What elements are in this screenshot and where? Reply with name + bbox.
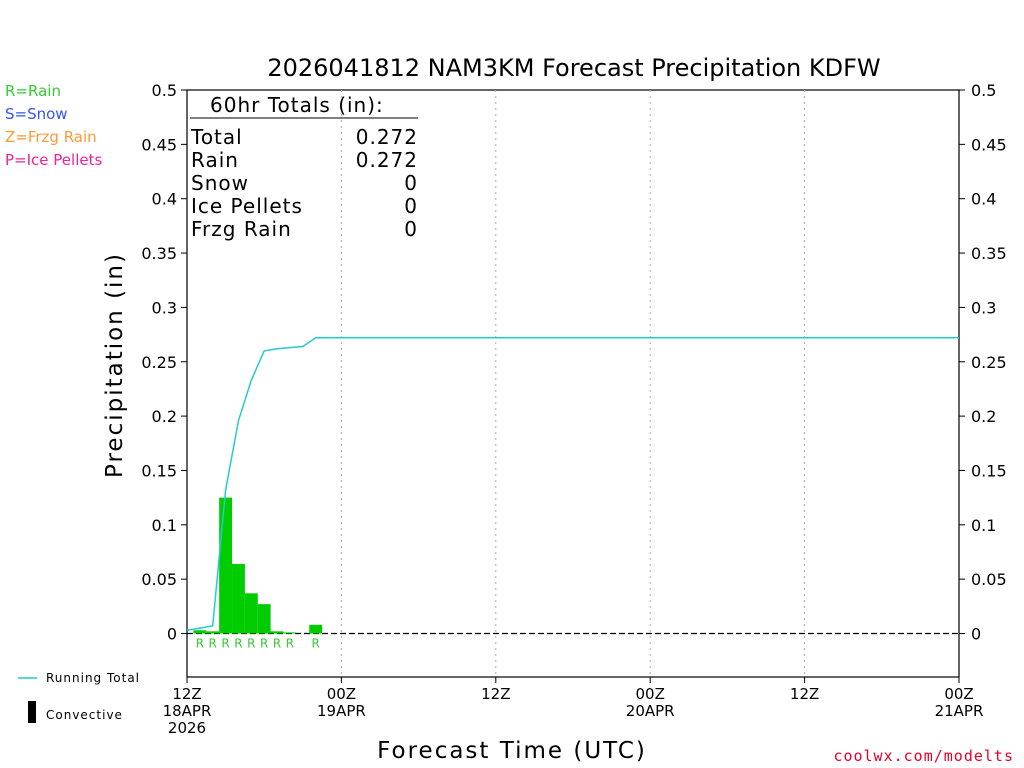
rain-bar [193,630,207,634]
y-axis-ticks: 0.5 0.5 0.45 0.45 0.4 0.4 0.35 0.35 0.3 0.3 0.25 0.… [141,81,1006,644]
totals-box: 60hr Totals (in): Total 0.272 Rain 0.272 Sno… [190,93,418,241]
x-tick-label: 2026 [168,719,206,737]
ptype-marker: R [196,637,204,651]
ptype-marker: R [234,637,242,651]
totals-row-label: Snow [191,171,249,195]
rain-bar [309,624,323,634]
y-tick-label-right: 0.4 [971,190,996,209]
ptype-marker: R [286,637,294,651]
rain-bar [219,497,233,634]
ptype-marker: R [209,637,217,651]
y-tick-label-left: 0.5 [152,81,177,100]
rain-bar [206,631,220,634]
ptype-legend-item: R=Rain [5,82,61,100]
y-tick-label-left: 0 [167,625,177,644]
ptype-marker: R [221,637,229,651]
ptype-marker: R [311,637,319,651]
totals-row-label: Rain [191,148,239,172]
x-axis-label: Forecast Time (UTC) [377,738,647,764]
y-tick-label-left: 0.05 [141,570,177,589]
y-tick-label-right: 0.35 [971,244,1007,263]
totals-row-value: 0.272 [356,148,418,172]
x-tick-label: 12Z [172,685,201,703]
y-tick-label-right: 0.15 [971,461,1007,480]
y-axis-label: Precipitation (in) [102,252,128,478]
convective-legend-swatch [28,701,36,723]
totals-row-value: 0 [404,217,418,241]
y-tick-label-right: 0.3 [971,298,996,317]
totals-row-value: 0 [404,171,418,195]
grid-layer [340,90,806,677]
y-tick-label-left: 0.2 [152,407,177,426]
convective-legend-label: Convective [46,708,123,722]
x-tick-label: 00Z [327,685,356,703]
x-tick-label: 20APR [626,702,675,720]
running-total-layer [186,337,959,632]
x-tick-label: 21APR [935,702,984,720]
rain-bar [244,593,258,634]
y-tick-label-left: 0.15 [141,461,177,480]
running-total-line [186,337,959,632]
ptype-legend-item: Z=Frzg Rain [5,128,97,146]
y-tick-label-left: 0.45 [141,135,177,154]
y-tick-label-left: 0.35 [141,244,177,263]
plot-frame [186,89,960,678]
y-tick-label-right: 0 [971,625,981,644]
ptype-legend-item: S=Snow [5,105,68,123]
x-tick-label: 19APR [317,702,366,720]
y-tick-label-right: 0.5 [971,81,996,100]
totals-row-label: Frzg Rain [191,217,292,241]
rain-bar [270,631,284,634]
x-tick-label: 00Z [636,685,665,703]
ptype-legend-item: P=Ice Pellets [5,151,102,169]
totals-row-value: 0.272 [356,125,418,149]
totals-row-label: Total [190,125,243,149]
y-tick-label-left: 0.1 [152,516,177,535]
y-tick-label-left: 0.4 [152,190,177,209]
totals-heading: 60hr Totals (in): [210,93,384,117]
bottom-legend: Running Total Convective [18,671,140,723]
x-tick-label: 12Z [790,685,819,703]
ptype-marker: R [273,637,281,651]
rain-bar [257,604,271,634]
x-tick-label: 18APR [163,702,212,720]
y-tick-label-left: 0.3 [152,298,177,317]
rain-bar [232,563,245,634]
totals-row-value: 0 [404,194,418,218]
y-tick-label-right: 0.05 [971,570,1007,589]
y-tick-label-right: 0.25 [971,353,1007,372]
rain-bar [283,632,297,634]
running-total-legend-label: Running Total [46,671,140,685]
y-tick-label-left: 0.25 [141,353,177,372]
bars-layer [193,497,323,634]
watermark: coolwx.com/modelts [833,747,1014,765]
ptype-marker: R [260,637,268,651]
ptype-legend: R=Rain S=Snow Z=Frzg Rain P=Ice Pellets [5,82,102,169]
totals-row-label: Ice Pellets [191,194,303,218]
ptype-marker: R [247,637,255,651]
x-tick-label: 12Z [481,685,510,703]
y-tick-label-right: 0.45 [971,135,1007,154]
y-tick-label-right: 0.1 [971,516,996,535]
y-tick-label-right: 0.2 [971,407,996,426]
chart-title: 2026041812 NAM3KM Forecast Precipitation… [267,54,880,82]
x-tick-label: 00Z [944,685,973,703]
